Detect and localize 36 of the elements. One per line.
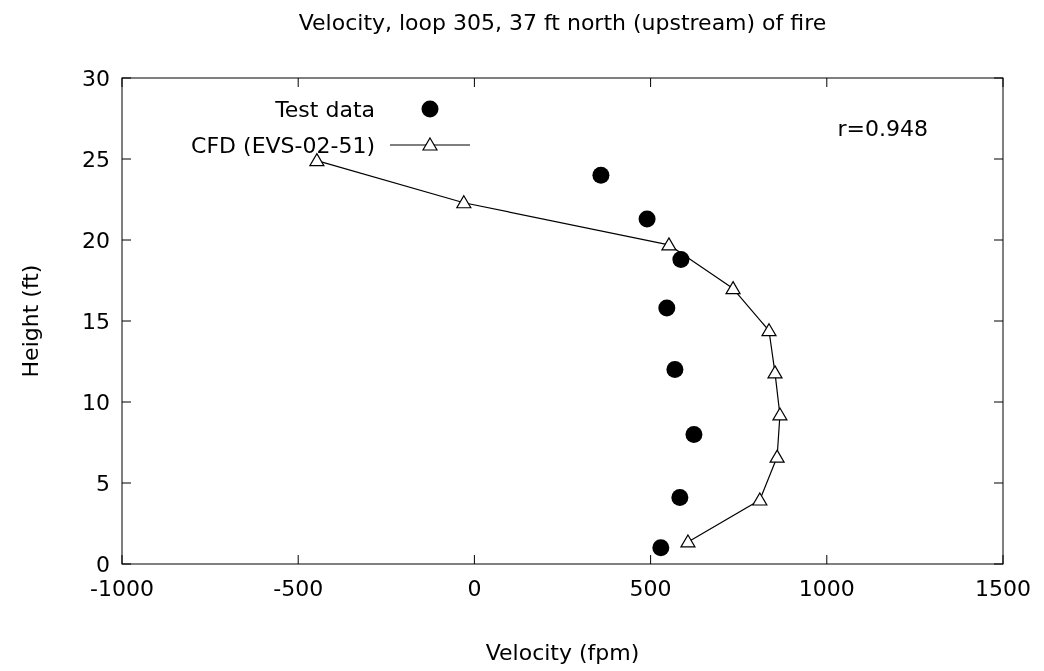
chart-title: Velocity, loop 305, 37 ft north (upstream) of fire xyxy=(298,10,827,35)
x-tick-label: 1000 xyxy=(798,576,855,601)
annotation: r=0.948 xyxy=(837,116,928,141)
x-tick-label: 500 xyxy=(629,576,672,601)
y-axis-title: Height (ft) xyxy=(18,264,43,378)
y-tick-label: 10 xyxy=(82,390,110,415)
point xyxy=(672,250,690,268)
point xyxy=(680,534,696,548)
point xyxy=(769,449,785,463)
x-tick-label: 0 xyxy=(467,576,482,601)
point xyxy=(661,237,677,251)
point xyxy=(772,407,788,421)
legend-label: CFD (EVS-02-51) xyxy=(191,133,375,158)
point xyxy=(638,210,656,228)
y-tick-label: 0 xyxy=(96,552,110,577)
point xyxy=(671,489,689,507)
y-tick-label: 30 xyxy=(82,66,110,91)
x-tick-label: -1000 xyxy=(90,576,154,601)
point xyxy=(767,365,783,379)
x-axis-title: Velocity (fpm) xyxy=(485,640,640,665)
point xyxy=(658,299,676,317)
y-tick-label: 5 xyxy=(96,471,110,496)
point xyxy=(592,166,610,184)
y-tick-label: 20 xyxy=(82,228,110,253)
y-tick-label: 15 xyxy=(82,309,110,334)
legend-label: Test data xyxy=(274,97,375,122)
point xyxy=(685,425,703,443)
point xyxy=(456,195,472,209)
y-tick-label: 25 xyxy=(82,147,110,172)
point xyxy=(761,323,777,337)
point xyxy=(752,492,768,506)
point xyxy=(666,361,684,379)
x-tick-label: -500 xyxy=(273,576,324,601)
point xyxy=(652,539,670,557)
x-tick-label: 1500 xyxy=(975,576,1031,601)
point xyxy=(725,281,741,295)
